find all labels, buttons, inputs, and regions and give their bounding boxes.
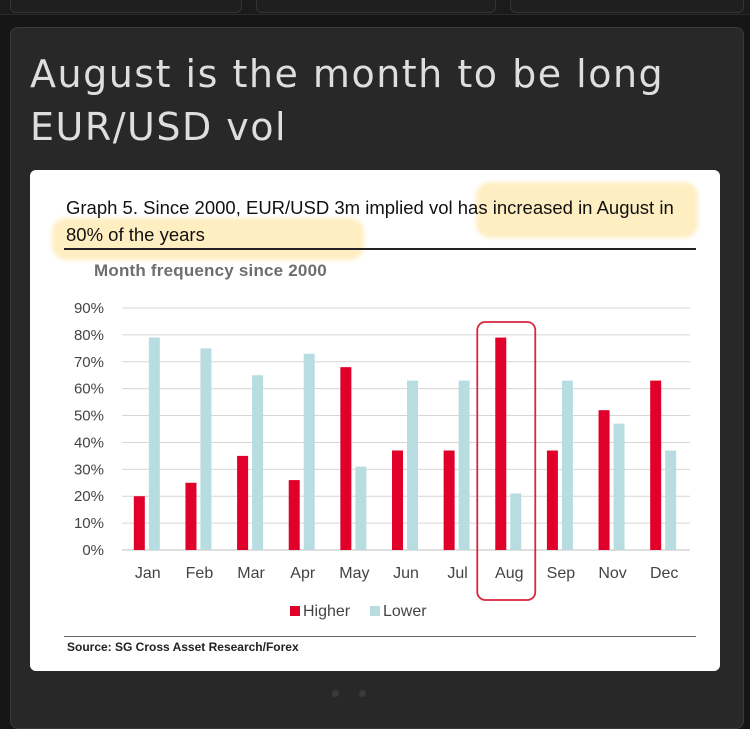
bar-higher-apr	[288, 480, 300, 550]
top-strip	[0, 0, 750, 15]
page-indicator	[332, 682, 402, 697]
bar-higher-feb	[185, 482, 197, 550]
bar-higher-jan	[133, 496, 145, 550]
bar-chart: 0% 10% 20% 30% 40% 50% 60% 70% 80% 90% Jan Feb Mar Ap…	[74, 300, 690, 620]
bar-lower-jul	[458, 380, 470, 550]
bar-lower-nov	[613, 423, 625, 550]
bar-lower-jun	[407, 380, 418, 550]
bar-higher-mar	[237, 455, 249, 550]
chart-subtitle: Month frequency since 2000	[94, 261, 327, 280]
bar-lower-aug	[510, 493, 522, 550]
x-tick-label: Nov	[598, 565, 626, 582]
x-tick-label: Jan	[135, 565, 161, 582]
y-tick-label: 70%	[74, 354, 104, 371]
x-tick-label: Mar	[237, 565, 265, 582]
y-tick-label: 50%	[74, 408, 104, 425]
y-tick-label: 20%	[74, 488, 104, 505]
x-tick-label: May	[339, 565, 369, 582]
bar-higher-nov	[598, 410, 610, 550]
bar-higher-aug	[495, 337, 507, 550]
y-tick-label: 90%	[74, 300, 104, 317]
x-tick-label: Jul	[447, 565, 467, 582]
y-tick-label: 80%	[74, 327, 104, 344]
bar-higher-jun	[392, 450, 403, 550]
legend-swatch-higher	[290, 606, 300, 616]
title-rule	[64, 248, 696, 250]
top-strip-segment	[510, 0, 744, 13]
bar-higher-may	[340, 367, 352, 550]
bar-lower-mar	[252, 375, 264, 550]
source-rule	[64, 636, 696, 637]
y-tick-label: 30%	[74, 461, 104, 478]
title-highlight	[476, 182, 698, 238]
bar-higher-sep	[546, 450, 558, 550]
y-tick-label: 10%	[74, 515, 104, 532]
bar-higher-jul	[443, 450, 455, 550]
bar-lower-jan	[148, 337, 160, 550]
page-headline: August is the month to be long EUR/USD v…	[30, 52, 665, 149]
x-tick-label: Feb	[186, 565, 214, 582]
legend-label-higher: Higher	[303, 603, 351, 620]
chart-figure: Graph 5. Since 2000, EUR/USD 3m implied …	[30, 170, 720, 671]
chart-source: Source: SG Cross Asset Research/Forex	[67, 640, 299, 654]
y-tick-label: 60%	[74, 381, 104, 398]
aug-highlight-box	[476, 321, 537, 601]
x-tick-label: Sep	[547, 565, 576, 582]
chart-title: Graph 5. Since 2000, EUR/USD 3m implied …	[66, 197, 674, 245]
top-strip-segment	[10, 0, 242, 13]
bar-lower-dec	[665, 450, 677, 550]
title-highlight	[52, 218, 364, 260]
x-tick-label: Apr	[290, 565, 316, 582]
y-tick-label: 0%	[82, 542, 104, 559]
bar-lower-sep	[561, 380, 573, 550]
bar-higher-dec	[650, 380, 662, 550]
top-strip-segment	[256, 0, 496, 13]
y-tick-label: 40%	[74, 434, 104, 451]
x-tick-label: Dec	[650, 565, 678, 582]
x-tick-label: Aug	[495, 565, 523, 582]
bar-lower-apr	[303, 353, 315, 550]
x-tick-label: Jun	[393, 565, 419, 582]
bar-lower-may	[355, 466, 367, 550]
legend-label-lower: Lower	[383, 603, 427, 620]
legend-swatch-lower	[370, 606, 380, 616]
bar-lower-feb	[200, 348, 212, 550]
